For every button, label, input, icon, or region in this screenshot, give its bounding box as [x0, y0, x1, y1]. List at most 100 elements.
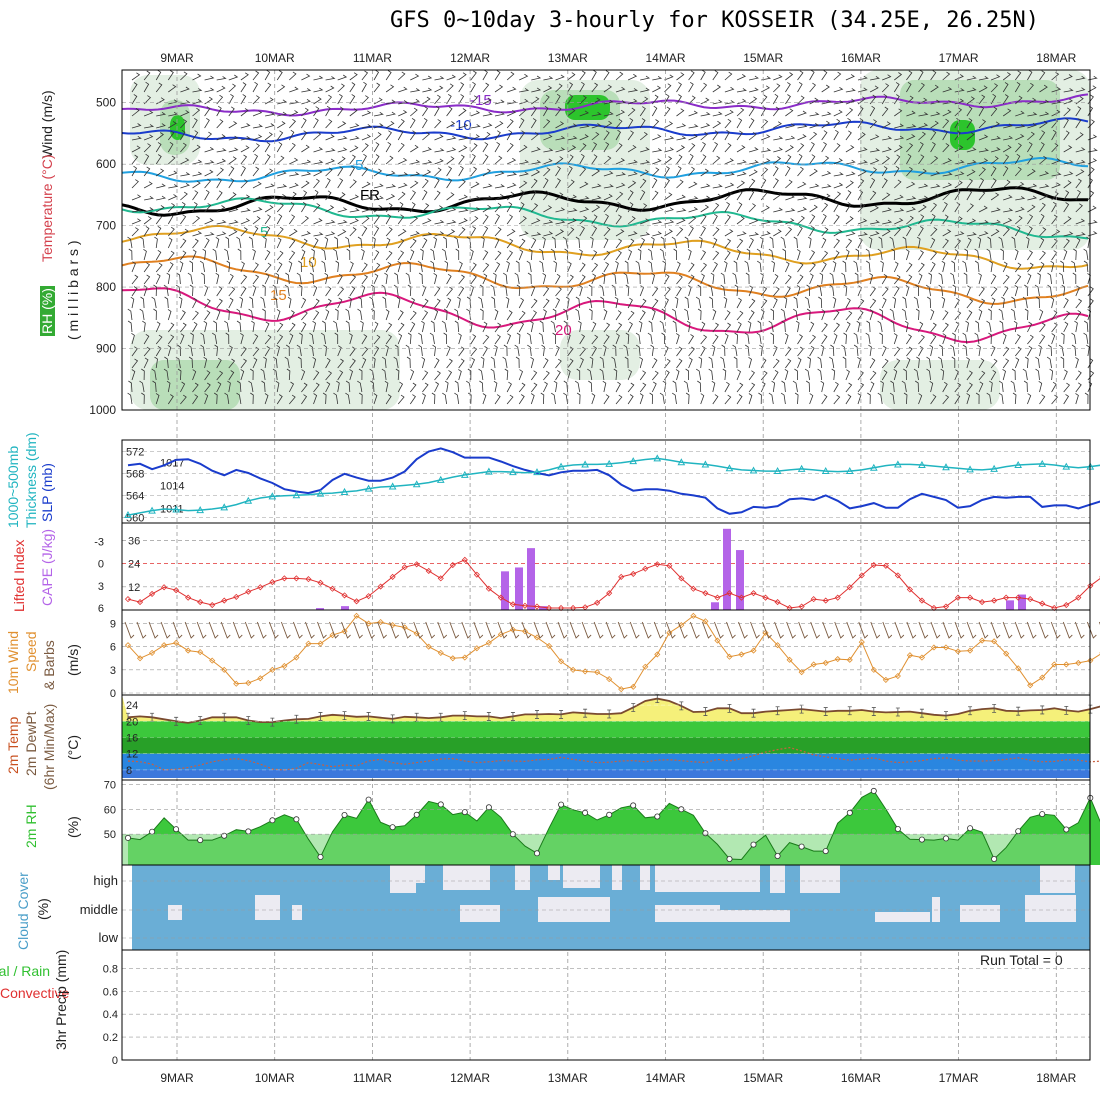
wind-barb [640, 169, 649, 177]
wind-barb [434, 231, 445, 237]
wind-barb [966, 310, 973, 321]
wind-barb [321, 320, 326, 333]
wind-barb [530, 106, 537, 117]
wind-barb [494, 99, 505, 105]
lifted-index-marker [642, 565, 649, 572]
wind-barb [964, 248, 968, 261]
wind-barb [615, 201, 622, 213]
wind-barb [502, 272, 508, 285]
wind-barb [906, 142, 914, 153]
lifted-index-marker [257, 584, 264, 591]
wind-barb [954, 382, 962, 393]
wind-barb [361, 181, 371, 189]
cloud-level-label: middle [80, 902, 118, 917]
temp-minmax-bar [703, 707, 708, 716]
wind-barb [216, 370, 224, 381]
thickness-label: 1000~500mb [5, 445, 21, 528]
wind-barb [506, 182, 517, 189]
wind-barb [603, 261, 610, 273]
wind-barb [906, 274, 913, 285]
wind-barb [192, 297, 198, 309]
wind-barb [930, 155, 939, 165]
wind-barb [131, 108, 140, 117]
wind-barb [301, 107, 309, 117]
wind-barb [470, 153, 476, 165]
wind-barb [574, 380, 581, 393]
wind-barb [262, 308, 266, 321]
wind-barb [749, 232, 760, 237]
wind-barb [676, 123, 687, 129]
wind-barb [640, 87, 650, 93]
wind-barb [410, 171, 421, 177]
wind-barb [470, 285, 474, 297]
wind-barb [579, 207, 590, 213]
lifted-index-marker [991, 597, 998, 604]
wind-barb [422, 106, 429, 117]
wind-barb [906, 153, 912, 165]
wind-barb [904, 320, 909, 333]
lifted-index-marker [161, 584, 168, 591]
wind-barb [792, 380, 798, 393]
wind-barb [1047, 284, 1052, 297]
wind-barb [736, 202, 743, 213]
wind-barb [167, 322, 175, 333]
wind-barb [768, 248, 774, 261]
wind-barb [192, 144, 201, 153]
cloud-gap [960, 905, 1000, 922]
wind-barb [879, 308, 883, 321]
wind-barb [700, 345, 706, 357]
wind-barb [418, 272, 423, 285]
wind-barb [821, 334, 828, 345]
wind-barb [854, 272, 859, 285]
wind-barb [237, 248, 242, 261]
wind-barb [143, 216, 152, 225]
wind-barb [712, 130, 719, 141]
wind-barb [361, 346, 369, 357]
wind-barb [519, 73, 529, 81]
wind-barb [212, 248, 218, 261]
wind-barb [204, 117, 210, 129]
wind-barb [373, 195, 384, 201]
wind-barb [635, 344, 641, 357]
lifted-index-marker [353, 598, 360, 605]
wind-barb [277, 170, 287, 177]
wind-barb [349, 358, 356, 369]
wind-barb [371, 356, 376, 369]
temp-minmax-bar [1064, 705, 1069, 715]
wind-barb [240, 332, 244, 345]
wind-barb [601, 272, 606, 285]
wind-barb [155, 225, 162, 237]
wind-barb [1015, 95, 1023, 105]
wind-barb [651, 94, 659, 105]
wind-barb [490, 356, 496, 369]
wind-barb [954, 171, 965, 177]
thickness-marker [388, 482, 397, 490]
wind-barb [1014, 346, 1022, 357]
wind-barb [688, 225, 694, 237]
thickness-marker [340, 487, 349, 495]
wind-barb [575, 308, 581, 321]
wind-barb [309, 332, 314, 345]
wind-barb [502, 284, 508, 297]
wind-barb [555, 286, 562, 297]
wind-barb [942, 100, 953, 105]
wind-barb [688, 334, 695, 345]
wind-barb [325, 370, 332, 381]
wind-barb [785, 358, 792, 369]
thickness-marker [268, 492, 277, 500]
rh-marker [437, 801, 444, 808]
temperature-contour-label: 15 [270, 287, 287, 304]
wind-barb [552, 308, 557, 321]
wind-barb [494, 237, 500, 249]
wind-barb [494, 184, 505, 189]
wind-barb [575, 296, 581, 309]
wind-barb [853, 260, 859, 273]
wind-barb [410, 107, 418, 117]
wind-barb [543, 298, 550, 309]
wind-barb [228, 297, 234, 309]
wind-barb [989, 260, 993, 273]
wind-barb [906, 181, 916, 189]
wind-barb [482, 111, 493, 117]
wind-barb [298, 284, 303, 297]
wind-barb [602, 344, 607, 357]
